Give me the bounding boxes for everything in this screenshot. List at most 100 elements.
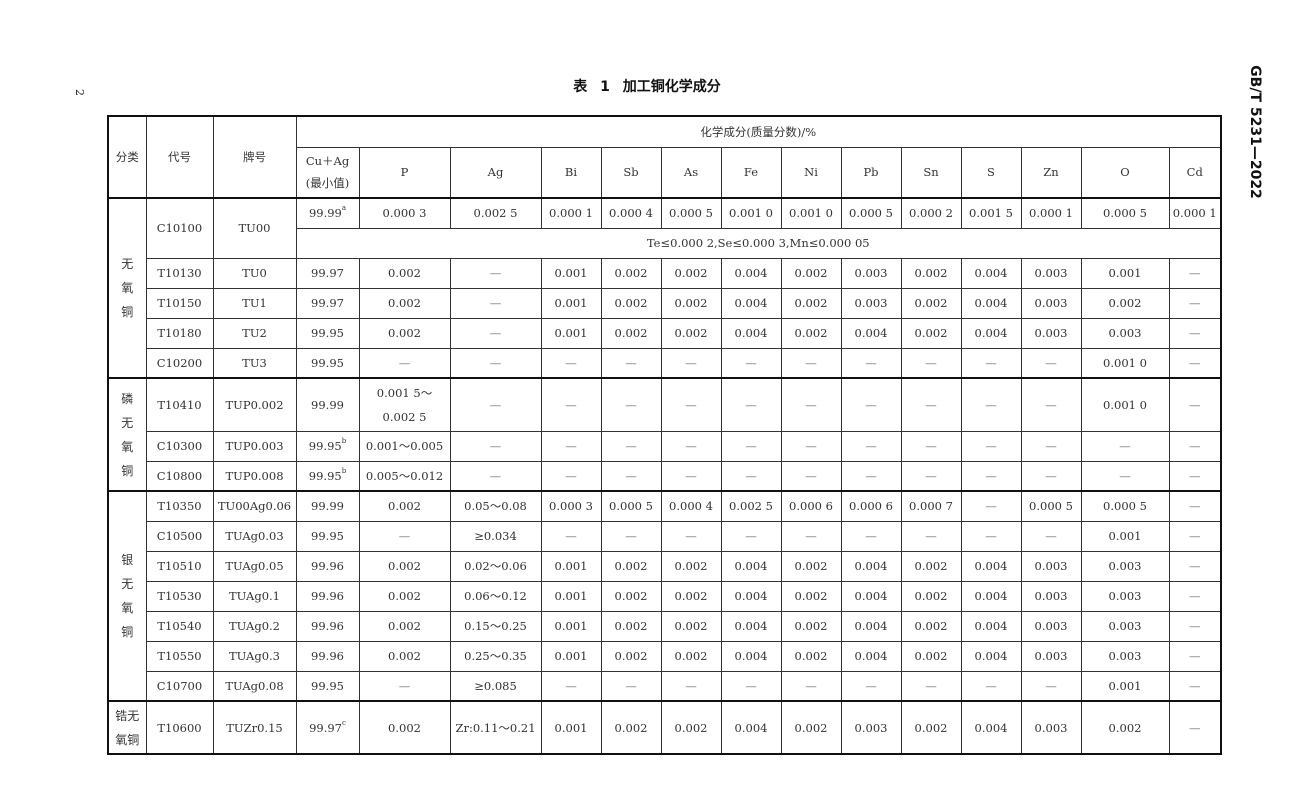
value-cell: 0.001 0 [780, 197, 842, 229]
value-cell: 99.99 [295, 490, 360, 522]
chemical-composition-table: 分类 代号 牌号 化学成分(质量分数)/% Cu＋Ag (最小值) P Ag Bi Sb… [107, 115, 1222, 755]
value-cell: 0.001 [540, 317, 602, 349]
code-cell: C10800 [145, 460, 214, 492]
value-cell: — [900, 347, 962, 379]
value-cell: 0.002 [900, 257, 962, 289]
value-cell: 99.95 [295, 347, 360, 379]
value-cell: 0.004 [960, 610, 1022, 642]
grade-cell: TUP0.003 [212, 430, 297, 462]
value-cell: 0.003 [1020, 287, 1082, 319]
value-cell: — [720, 460, 782, 492]
value-cell: 0.004 [840, 550, 902, 582]
value-cell: 0.004 [720, 580, 782, 612]
grade-cell: TU0 [212, 257, 297, 289]
value-cell: 0.001 0 [720, 197, 782, 229]
value-cell: 0.004 [960, 640, 1022, 672]
value-cell: 0.003 [1020, 257, 1082, 289]
table-row: C10700 TUAg0.08 99.95— ≥0.085— — — — — — — — —0.001… [108, 670, 1222, 702]
grade-cell: TUAg0.1 [212, 580, 297, 612]
value-cell: 0.002 [358, 257, 451, 289]
value-cell: 0.000 2 [900, 197, 962, 229]
value-cell: — [1168, 257, 1222, 289]
value-cell: — [358, 347, 451, 379]
value-cell: 0.001 [540, 610, 602, 642]
value-cell: — [840, 520, 902, 552]
value-cell: — [1168, 700, 1222, 755]
grade-cell: TU1 [212, 287, 297, 319]
value-cell: — [960, 460, 1022, 492]
grade-cell: TUP0.008 [212, 460, 297, 492]
value-cell: — [1020, 347, 1082, 379]
code-cell: T10350 [145, 490, 214, 522]
value-cell: — [449, 287, 542, 319]
grade-cell: TUAg0.08 [212, 670, 297, 702]
value-cell: 0.003 [1080, 640, 1170, 672]
value-cell: — [900, 520, 962, 552]
value-cell: 0.25～0.35 [449, 640, 542, 672]
value-cell: — [1168, 670, 1222, 702]
value-cell: 99.95b [295, 460, 360, 492]
value-cell: 0.001 [1080, 257, 1170, 289]
value-cell: — [780, 430, 842, 462]
value-cell: — [540, 460, 602, 492]
value-cell: 0.000 1 [540, 197, 602, 229]
category-cell: 锆无氧铜 [107, 700, 147, 755]
value-cell: 0.02～0.06 [449, 550, 542, 582]
value-cell: — [1168, 640, 1222, 672]
value-cell: 0.004 [840, 317, 902, 349]
value-cell: 0.002 [1080, 287, 1170, 319]
header-element: O [1080, 146, 1170, 199]
grade-cell: TUAg0.05 [212, 550, 297, 582]
value-cell: — [960, 670, 1022, 702]
table-row: T10550 TUAg0.3 99.96 0.002 0.25～0.35 0.001 0.0… [108, 640, 1222, 672]
value-cell: 0.000 5 [1020, 490, 1082, 522]
header-composition: 化学成分(质量分数)/% [295, 115, 1222, 148]
value-cell: 0.004 [720, 700, 782, 755]
value-cell: 0.002 [358, 490, 451, 522]
value-cell: — [449, 460, 542, 492]
value-cell: 0.000 6 [840, 490, 902, 522]
value-cell: 99.97c [295, 700, 360, 755]
value-cell: 0.003 [1080, 550, 1170, 582]
grade-cell: TU00 [212, 197, 297, 259]
value-cell: — [600, 670, 662, 702]
value-cell: 0.003 [1020, 640, 1082, 672]
value-cell: 99.97 [295, 287, 360, 319]
value-cell: — [1168, 520, 1222, 552]
value-cell: 0.002 [600, 640, 662, 672]
value-cell: — [1168, 550, 1222, 582]
value-cell: 0.002 [900, 287, 962, 319]
value-cell: — [449, 317, 542, 349]
value-cell: 0.003 [840, 257, 902, 289]
value-cell: — [1168, 377, 1222, 432]
value-cell: — [449, 347, 542, 379]
value-cell: 0.004 [960, 287, 1022, 319]
value-cell: — [780, 377, 842, 432]
value-cell: — [840, 670, 902, 702]
value-cell: 0.005～0.012 [358, 460, 451, 492]
code-cell: T10180 [145, 317, 214, 349]
value-cell: — [840, 430, 902, 462]
value-cell: 0.000 4 [660, 490, 722, 522]
value-cell: — [780, 520, 842, 552]
value-cell: — [600, 460, 662, 492]
header-element: Zn [1020, 146, 1082, 199]
header-code: 代号 [145, 115, 214, 199]
value-cell: 0.004 [960, 580, 1022, 612]
table-row: T10130 TU0 99.97 0.002—0.001 0.002 0.002 0.004… [108, 257, 1222, 289]
value-cell: — [1168, 580, 1222, 612]
value-cell: 99.96 [295, 550, 360, 582]
value-cell: — [600, 347, 662, 379]
value-cell: 0.001 [540, 580, 602, 612]
value-cell: 0.002 [660, 610, 722, 642]
value-cell: — [358, 670, 451, 702]
code-cell: T10130 [145, 257, 214, 289]
table-row: T10510 TUAg0.05 99.96 0.002 0.02～0.06 0.001 0.… [108, 550, 1222, 582]
value-cell: — [1080, 430, 1170, 462]
value-cell: — [449, 257, 542, 289]
value-cell: 0.000 5 [1080, 197, 1170, 229]
grade-cell: TUAg0.03 [212, 520, 297, 552]
header-element: Pb [840, 146, 902, 199]
table-row: T10530 TUAg0.1 99.96 0.002 0.06～0.12 0.001 0.0… [108, 580, 1222, 612]
value-cell: 99.99 [295, 377, 360, 432]
